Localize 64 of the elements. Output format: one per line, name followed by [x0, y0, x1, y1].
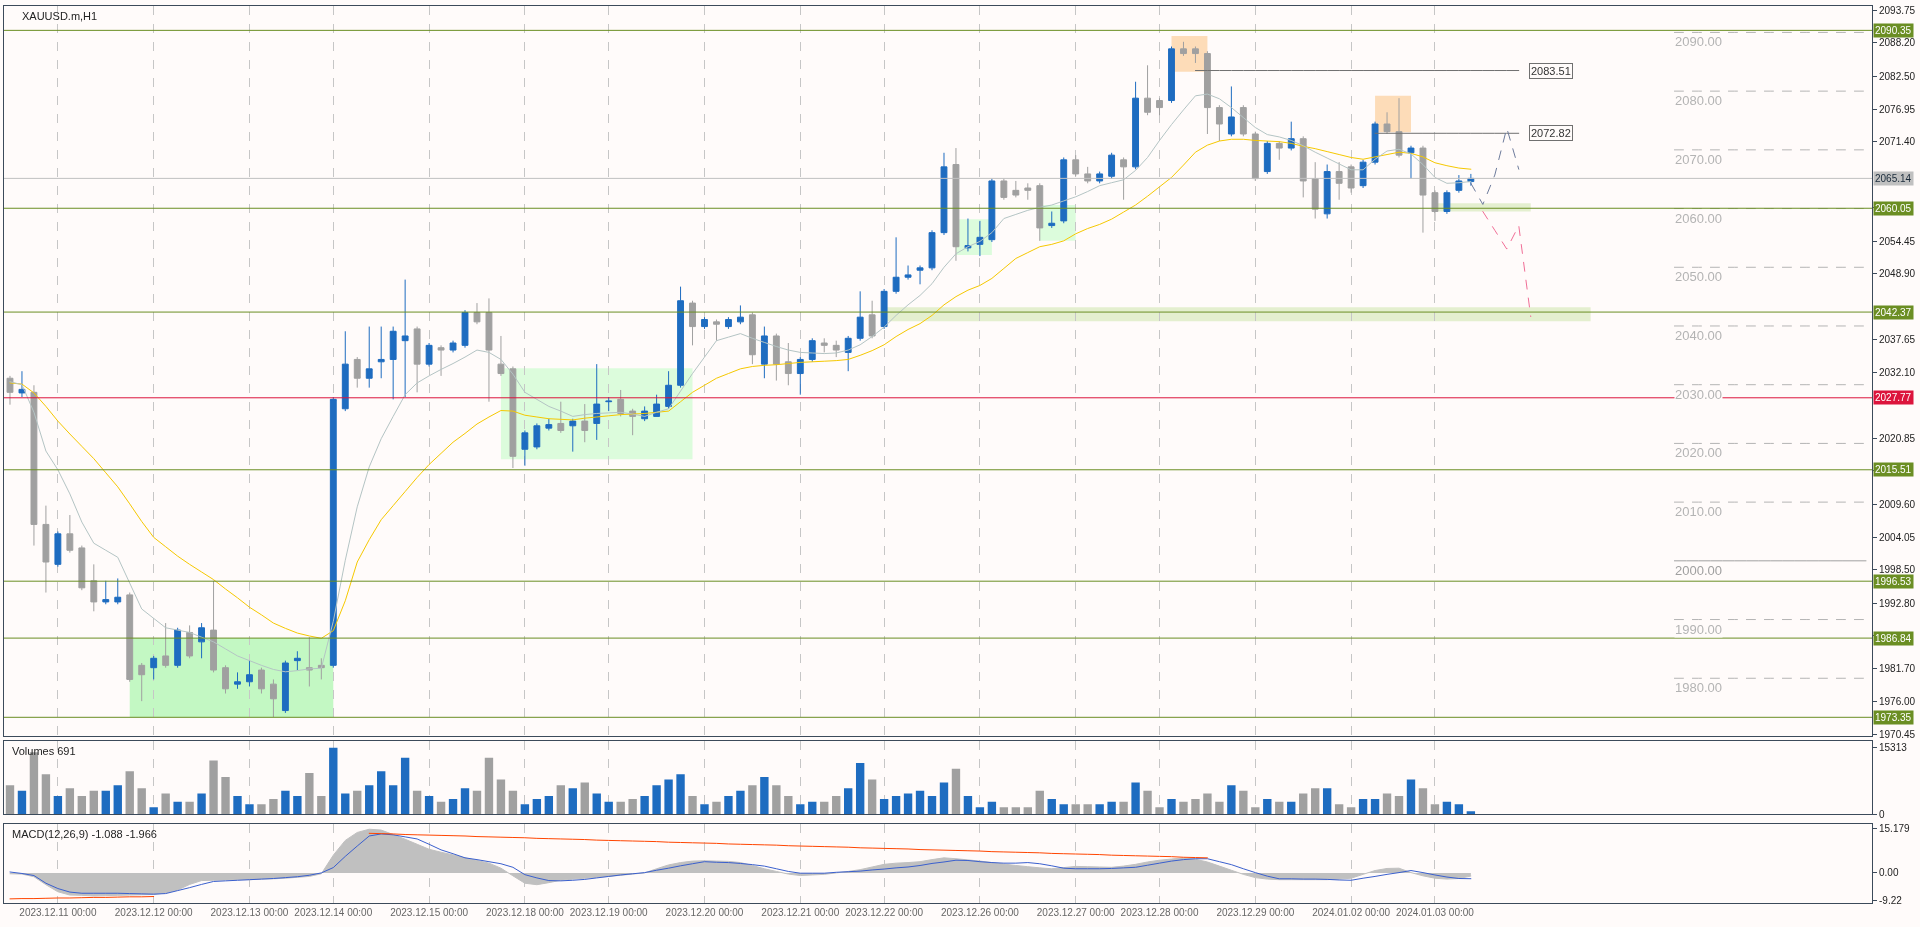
x-tick-label: 2024.01.02 00:00 [1312, 907, 1391, 919]
y-tick-label: 2071.40 [1879, 136, 1916, 148]
ref-line-label: 2065.14 [1875, 173, 1912, 184]
x-tick-label: 2023.12.11 00:00 [19, 907, 97, 919]
x-tick-label: 2023.12.27 00:00 [1036, 907, 1116, 919]
x-tick-label: 2023.12.20 00:00 [665, 907, 744, 919]
y-tick-label: 1981.70 [1879, 662, 1916, 674]
chart-title: XAUUSD.m,H1 [22, 10, 98, 22]
annotation: 2070.00 [1675, 152, 1722, 167]
annotation: 2060.00 [1675, 211, 1722, 226]
annotation: 1980.00 [1675, 680, 1722, 695]
y-tick-label: 1970.45 [1879, 728, 1916, 740]
y-tick-label: 2082.50 [1879, 70, 1916, 82]
annotation: 2000.00 [1675, 563, 1722, 578]
ref-line-label: 2042.37 [1875, 307, 1912, 318]
y-tick-label: 2020.85 [1879, 432, 1916, 444]
x-tick-label: 2023.12.29 00:00 [1216, 907, 1295, 919]
x-tick-label: 2023.12.15 00:00 [390, 907, 469, 919]
y-tick-label: 15313 [1879, 742, 1908, 754]
chart-title: Volumes 691 [12, 745, 76, 757]
annotation: 2083.51 [1531, 65, 1571, 77]
y-tick-label: 15.179 [1879, 822, 1911, 834]
annotation: 2010.00 [1675, 504, 1722, 519]
ref-line-label: 1996.53 [1875, 576, 1912, 587]
y-tick-label: 2088.20 [1879, 37, 1916, 49]
y-tick-label: 2004.05 [1879, 531, 1916, 543]
x-tick-label: 2023.12.14 00:00 [294, 907, 373, 919]
x-tick-label: 2023.12.13 00:00 [210, 907, 289, 919]
ref-line-label: 2090.35 [1875, 25, 1912, 36]
annotation: 1990.00 [1675, 622, 1722, 637]
x-tick-label: 2023.12.26 00:00 [940, 907, 1020, 919]
y-tick-label: 2093.75 [1879, 4, 1916, 16]
ref-line-label: 2015.51 [1875, 464, 1912, 475]
annotation: 2050.00 [1675, 269, 1722, 284]
annotation: 2090.00 [1675, 34, 1722, 49]
ref-line-label: 2027.77 [1875, 392, 1912, 403]
annotation: 2030.00 [1675, 387, 1722, 402]
x-tick-label: 2023.12.28 00:00 [1120, 907, 1199, 919]
y-tick-label: 2048.90 [1879, 268, 1916, 280]
ref-line-label: 2060.05 [1875, 203, 1912, 214]
annotation: 2080.00 [1675, 93, 1722, 108]
annotation: 2072.82 [1531, 127, 1571, 139]
x-tick-label: 2024.01.03 00:00 [1396, 907, 1475, 919]
y-tick-label: 1998.50 [1879, 564, 1916, 576]
y-tick-label: 2037.65 [1879, 334, 1916, 346]
y-tick-label: 2076.95 [1879, 103, 1916, 115]
y-tick-label: 2032.10 [1879, 366, 1916, 378]
y-tick-label: -9.22 [1879, 894, 1903, 906]
x-tick-label: 2023.12.18 00:00 [485, 907, 565, 919]
y-tick-label: 0 [1879, 808, 1885, 820]
x-tick-label: 2023.12.21 00:00 [761, 907, 840, 919]
x-tick-label: 2023.12.12 00:00 [114, 907, 194, 919]
annotation: 2020.00 [1675, 445, 1722, 460]
y-tick-label: 2009.60 [1879, 498, 1916, 510]
x-tick-label: 2023.12.19 00:00 [569, 907, 649, 919]
y-tick-label: 1976.00 [1879, 696, 1916, 708]
chart-title: MACD(12,26,9) -1.088 -1.966 [12, 828, 157, 840]
y-tick-label: 2054.45 [1879, 235, 1916, 247]
y-tick-label: 0.00 [1879, 867, 1899, 879]
ref-line-label: 1986.84 [1875, 633, 1912, 644]
annotation: 2040.00 [1675, 328, 1722, 343]
ref-line-label: 1973.35 [1875, 712, 1912, 723]
y-tick-label: 1992.80 [1879, 597, 1916, 609]
x-tick-label: 2023.12.22 00:00 [845, 907, 924, 919]
